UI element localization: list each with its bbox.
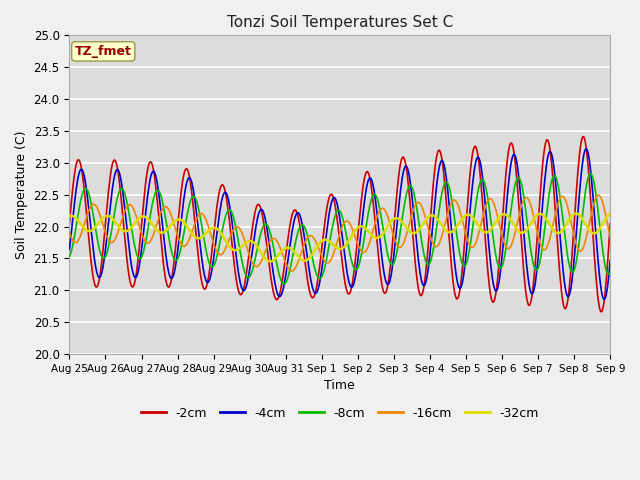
Y-axis label: Soil Temperature (C): Soil Temperature (C) [15,131,28,259]
Title: Tonzi Soil Temperatures Set C: Tonzi Soil Temperatures Set C [227,15,453,30]
Legend: -2cm, -4cm, -8cm, -16cm, -32cm: -2cm, -4cm, -8cm, -16cm, -32cm [136,402,544,425]
Text: TZ_fmet: TZ_fmet [75,45,132,58]
X-axis label: Time: Time [324,379,355,392]
